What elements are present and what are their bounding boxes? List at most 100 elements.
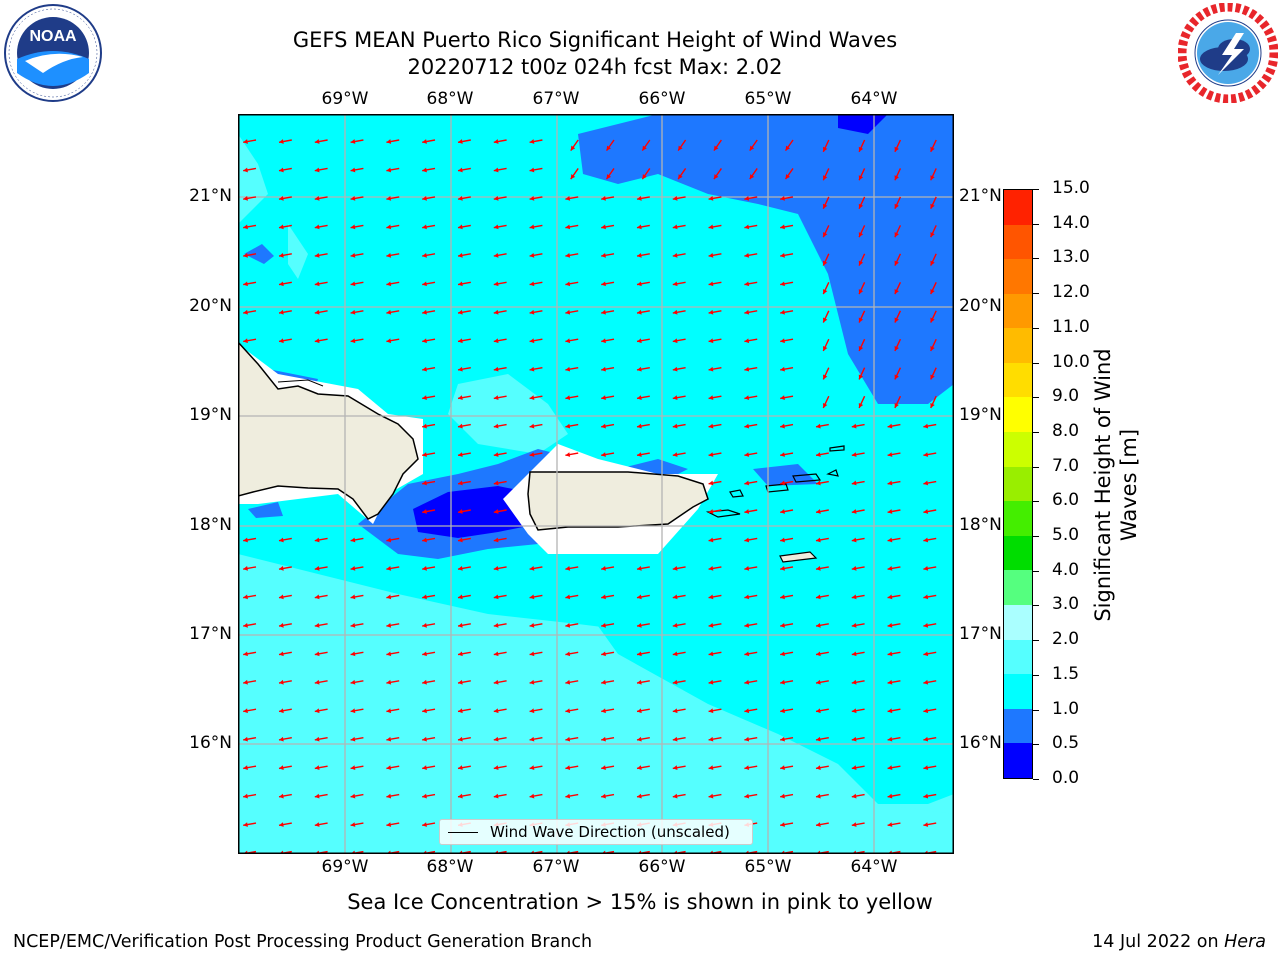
- map-gridlines: [238, 114, 954, 854]
- wind-wave-arrowhead: [894, 346, 899, 352]
- wind-wave-arrowhead: [243, 822, 248, 827]
- wind-wave-arrowhead: [708, 252, 714, 258]
- wind-wave-arrowhead: [887, 736, 893, 742]
- wind-wave-arrowhead: [386, 793, 392, 799]
- lat-tick-right-3: 19°N: [959, 405, 1002, 425]
- wind-wave-arrowhead: [314, 679, 320, 685]
- wind-wave-arrowhead: [350, 736, 356, 742]
- wind-wave-arrowhead: [858, 232, 864, 238]
- wind-wave-arrowhead: [744, 679, 750, 685]
- dark-blue-patch-hispaniola-sw: [248, 502, 283, 518]
- colorbar-tickmark: [1033, 640, 1039, 642]
- wind-wave-arrowhead: [493, 708, 499, 714]
- wind-wave-arrowhead: [243, 651, 248, 657]
- wind-wave-arrowhead: [930, 317, 935, 323]
- wind-wave-arrowhead: [815, 537, 821, 543]
- wind-wave-arrowhead: [749, 174, 755, 180]
- noaa-logo: NOAA: [3, 3, 103, 103]
- wind-wave-arrowhead: [894, 402, 899, 408]
- wind-wave-arrowhead: [350, 139, 356, 144]
- wind-wave-arrowhead: [422, 651, 427, 657]
- wind-wave-arrowhead: [565, 622, 571, 628]
- wind-wave-arrowhead: [570, 174, 576, 180]
- wind-wave-arrowhead: [708, 566, 714, 571]
- wind-wave-arrowhead: [822, 346, 828, 352]
- wind-wave-arrowhead: [672, 793, 678, 799]
- wind-wave-arrowhead: [672, 196, 678, 201]
- colorbar-segment: [1004, 501, 1032, 536]
- wind-wave-arrowhead: [601, 679, 606, 685]
- wind-wave-arrowhead: [815, 708, 821, 714]
- wind-wave-arrowhead: [314, 736, 320, 742]
- wind-wave-arrowhead: [851, 594, 857, 600]
- wind-wave-arrowhead: [314, 309, 320, 315]
- wind-wave-arrowhead: [887, 509, 893, 514]
- wind-wave-arrowhead: [386, 765, 392, 771]
- wind-wave-arrowhead: [493, 224, 499, 230]
- wind-wave-arrowhead: [708, 480, 714, 486]
- wind-wave-arrowhead: [422, 679, 427, 685]
- colorbar-tickmark: [1033, 674, 1039, 676]
- wind-wave-arrowhead: [851, 765, 857, 771]
- wind-wave-arrowhead: [601, 708, 606, 714]
- wind-wave-arrowhead: [708, 736, 714, 742]
- wind-wave-arrowhead: [672, 281, 678, 287]
- colorbar-tick-label: 15.0: [1052, 178, 1090, 198]
- wind-wave-arrowhead: [457, 309, 463, 315]
- lat-tick-left-6: 16°N: [189, 733, 232, 753]
- colorbar-segment: [1004, 570, 1032, 606]
- wind-wave-arrowhead: [243, 196, 248, 201]
- wind-wave-arrowhead: [457, 480, 463, 486]
- wind-wave-arrowhead: [565, 395, 571, 401]
- wind-wave-arrowhead: [422, 594, 427, 600]
- wind-wave-arrowhead: [601, 594, 606, 600]
- wind-wave-arrowhead: [923, 594, 929, 600]
- wind-wave-arrowhead: [894, 374, 899, 380]
- wind-wave-arrowhead: [314, 224, 320, 230]
- colorbar-segment: [1004, 743, 1032, 778]
- wind-wave-arrowhead: [923, 736, 929, 742]
- wind-wave-arrowhead: [529, 708, 535, 714]
- wind-wave-arrowhead: [422, 509, 427, 514]
- wind-wave-arrowhead: [529, 224, 535, 230]
- wind-wave-arrowhead: [636, 708, 642, 714]
- wind-wave-arrowhead: [493, 395, 499, 401]
- wind-wave-arrowhead: [457, 708, 463, 714]
- wind-wave-arrowhead: [278, 224, 284, 230]
- wind-wave-arrowhead: [894, 203, 899, 209]
- wind-wave-arrowhead: [636, 309, 642, 315]
- colorbar-segment: [1004, 362, 1032, 398]
- wind-wave-arrowhead: [422, 224, 427, 230]
- colorbar-tick-label: 3.0: [1052, 594, 1080, 615]
- wind-wave-arrowhead: [601, 566, 606, 571]
- wind-wave-arrowhead: [672, 765, 678, 771]
- wind-wave-arrowhead: [815, 736, 821, 742]
- wind-wave-arrowhead: [278, 252, 284, 258]
- wind-wave-arrowhead: [713, 145, 719, 151]
- wind-wave-arrowhead: [422, 395, 427, 401]
- wind-wave-arrowhead: [422, 622, 427, 628]
- wind-wave-arrowhead: [565, 679, 571, 685]
- wind-wave-arrowhead: [350, 252, 356, 258]
- wind-wave-arrowhead: [851, 509, 857, 514]
- wind-wave-arrowhead: [457, 423, 463, 429]
- lat-tick-left-4: 18°N: [189, 515, 232, 535]
- wind-wave-arrowhead: [744, 708, 750, 714]
- wind-wave-arrowhead: [386, 338, 392, 344]
- wind-wave-arrowhead: [636, 793, 642, 799]
- wind-wave-arrowhead: [636, 338, 642, 344]
- wind-wave-arrowhead: [529, 651, 535, 657]
- wind-wave-arrowhead: [493, 793, 499, 799]
- lon-tick-bottom-4: 66°W: [638, 857, 686, 877]
- wind-wave-arrowhead: [672, 395, 678, 401]
- wind-wave-arrowhead: [565, 366, 571, 372]
- wind-wave-arrowhead: [744, 622, 750, 628]
- colorbar-tick-label: 0.5: [1052, 733, 1080, 754]
- colorbar-segment: [1004, 432, 1032, 467]
- wind-wave-arrowhead: [278, 309, 284, 315]
- wind-wave-arrowhead: [672, 651, 678, 657]
- noaa-logo-text: NOAA: [29, 28, 77, 45]
- wind-wave-arrowhead: [923, 509, 929, 514]
- wind-wave-arrowhead: [851, 423, 857, 429]
- lon-tick-bottom-1: 69°W: [321, 857, 369, 877]
